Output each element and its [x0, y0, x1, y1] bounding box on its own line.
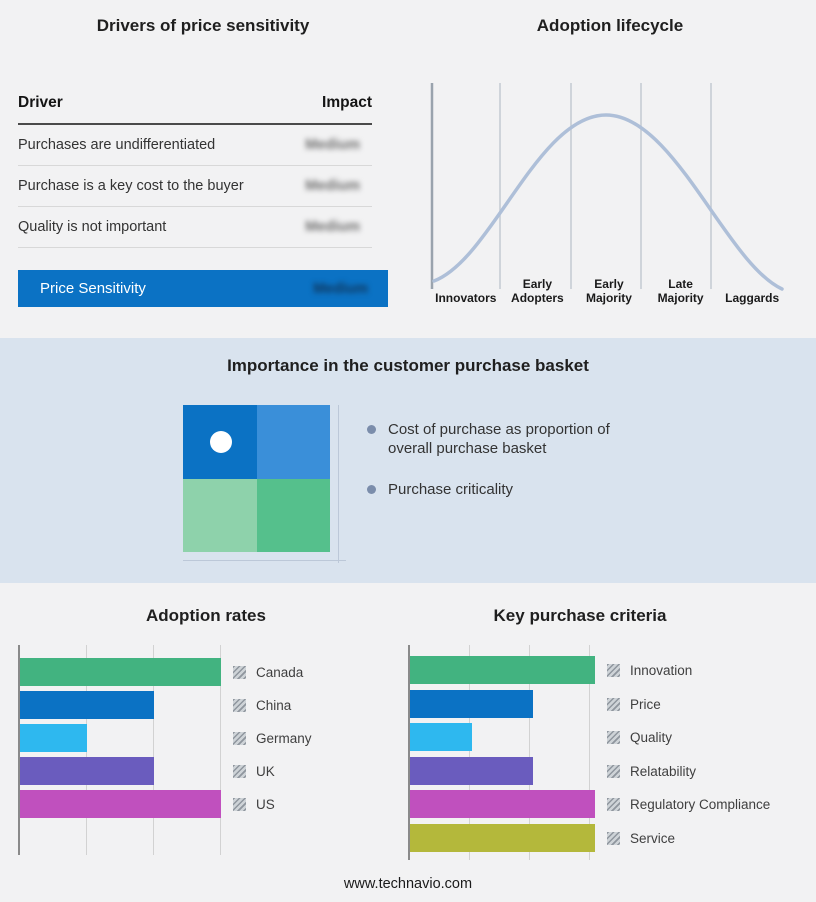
lifecycle-bell-curve-chart	[430, 83, 784, 291]
legend-label: Canada	[256, 664, 304, 680]
basket-section-title: Importance in the customer purchase bask…	[227, 356, 589, 375]
table-row: Purchases are undifferentiated Medium	[18, 125, 372, 166]
bullet-text: Purchase criticality	[388, 481, 514, 498]
bar-canada	[20, 658, 221, 686]
legend-swatch-icon	[607, 797, 620, 811]
lifecycle-section-title: Adoption lifecycle	[536, 16, 684, 35]
legend-item: US	[233, 796, 275, 812]
bar-china	[20, 691, 154, 719]
stage-label-late-majority: Late Majority	[657, 277, 704, 305]
legend-item: Service	[607, 830, 676, 846]
stage-label-early-majority: Early Majority	[585, 277, 632, 305]
legend-item: Regulatory Compliance	[607, 796, 771, 812]
bar-regulatory-compliance	[410, 790, 595, 818]
legend-item: Price	[607, 696, 661, 712]
legend-label: Regulatory Compliance	[630, 796, 771, 812]
legend-label: Service	[630, 830, 676, 846]
quadrant-axis-horizontal	[183, 560, 346, 561]
column-header-driver: Driver	[18, 94, 63, 111]
purchase-basket-quadrant	[183, 405, 330, 552]
table-header-row: Driver Impact	[18, 94, 372, 125]
position-dot-marker	[210, 431, 232, 453]
adoption-rates-title: Adoption rates	[146, 606, 266, 625]
legend-label: Relatability	[630, 763, 697, 779]
stage-label-innovators: Innovators	[435, 291, 497, 305]
bar-service	[410, 824, 595, 852]
impact-value-blurred: Medium	[305, 178, 360, 194]
quadrant-axis-vertical	[338, 405, 339, 563]
quadrant-bottom-left	[183, 478, 257, 552]
legend-swatch-icon	[607, 663, 620, 677]
stage-label-early-adopters: Early Adopters	[511, 277, 564, 305]
legend-swatch-icon	[233, 665, 246, 679]
lifecycle-stage-labels: Innovators Early Adopters Early Majority…	[430, 277, 788, 305]
legend-swatch-icon	[607, 697, 620, 711]
bar-germany	[20, 724, 87, 752]
legend-item: Germany	[233, 730, 312, 746]
column-header-impact: Impact	[322, 94, 372, 111]
drivers-section-title: Drivers of price sensitivity	[96, 16, 310, 35]
bar-price	[410, 690, 533, 718]
price-sensitivity-label: Price Sensitivity	[40, 280, 146, 297]
legend-label: UK	[256, 763, 275, 779]
legend-swatch-icon	[233, 698, 246, 712]
impact-value-blurred: Medium	[305, 219, 360, 235]
legend-item: UK	[233, 763, 275, 779]
legend-swatch-icon	[233, 731, 246, 745]
bar-us	[20, 790, 221, 818]
impact-value-blurred: Medium	[313, 280, 368, 297]
legend-item: China	[233, 697, 292, 713]
bullet-item: Cost of purchase as proportion of overal…	[367, 420, 632, 458]
legend-label: US	[256, 796, 275, 812]
legend-label: Quality	[630, 729, 673, 745]
legend-item: Quality	[607, 729, 673, 745]
legend-swatch-icon	[607, 764, 620, 778]
legend-swatch-icon	[607, 730, 620, 744]
middle-band-background	[0, 338, 816, 583]
driver-label: Purchases are undifferentiated	[18, 137, 216, 153]
driver-label: Purchase is a key cost to the buyer	[18, 178, 244, 194]
quadrant-top-left	[183, 405, 257, 479]
bar-relatability	[410, 757, 533, 785]
legend-label: Germany	[256, 730, 312, 746]
footer: www.technavio.com	[0, 876, 816, 892]
key-purchase-criteria-title: Key purchase criteria	[493, 606, 667, 625]
legend-item: Innovation	[607, 662, 693, 678]
bell-curve-line	[432, 113, 784, 291]
table-row: Quality is not important Medium	[18, 207, 372, 248]
price-sensitivity-banner: Price Sensitivity Medium	[18, 270, 388, 307]
table-row: Purchase is a key cost to the buyer Medi…	[18, 166, 372, 207]
footer-link[interactable]: www.technavio.com	[343, 876, 473, 892]
legend-swatch-icon	[607, 831, 620, 845]
quadrant-bottom-right	[256, 478, 330, 552]
bar-innovation	[410, 656, 595, 684]
legend-swatch-icon	[233, 764, 246, 778]
bullet-item: Purchase criticality	[367, 480, 632, 499]
bullet-dot-icon	[367, 485, 376, 494]
drivers-table: Driver Impact Purchases are undifferenti…	[18, 94, 372, 248]
driver-label: Quality is not important	[18, 219, 167, 235]
bar-quality	[410, 723, 472, 751]
quadrant-top-right	[256, 405, 330, 479]
legend-label: China	[256, 697, 292, 713]
legend-item: Relatability	[607, 763, 697, 779]
legend-label: Innovation	[630, 662, 693, 678]
bar-uk	[20, 757, 154, 785]
bullet-dot-icon	[367, 425, 376, 434]
legend-item: Canada	[233, 664, 304, 680]
legend-swatch-icon	[233, 797, 246, 811]
legend-label: Price	[630, 696, 661, 712]
impact-value-blurred: Medium	[305, 137, 360, 153]
bullet-text: Cost of purchase as proportion of overal…	[388, 421, 610, 457]
stage-label-laggards: Laggards	[725, 291, 780, 305]
